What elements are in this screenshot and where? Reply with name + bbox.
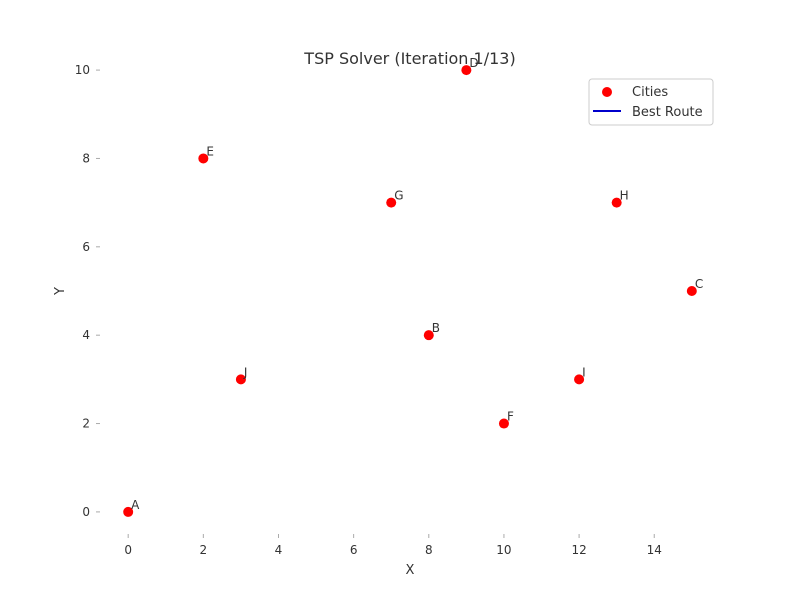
y-tick-label: 0	[82, 505, 90, 519]
city-point	[498, 418, 509, 429]
y-axis-label: Y	[53, 287, 68, 296]
city-points: A B C D E F G H I J	[123, 56, 703, 517]
city-point	[235, 374, 246, 385]
city-label: F	[507, 410, 514, 424]
legend-cities-label: Cities	[632, 85, 668, 100]
axis-ticks: 0 2 4 6 8 10 12 14 0 2 4 6 8 10	[75, 63, 662, 557]
y-tick-label: 8	[82, 151, 90, 165]
city-point	[574, 374, 585, 385]
x-tick-label: 4	[275, 543, 283, 557]
x-tick-label: 2	[200, 543, 208, 557]
y-tick-label: 2	[82, 417, 90, 431]
city-point	[423, 330, 434, 341]
city-point	[686, 286, 697, 296]
city-label: I	[582, 365, 586, 379]
x-axis-label: X	[406, 563, 415, 578]
chart-title: TSP Solver (Iteration 1/13)	[303, 49, 515, 68]
legend: Cities Best Route	[588, 78, 714, 126]
legend-cities-marker	[602, 87, 612, 97]
city-label: C	[695, 277, 703, 291]
city-point	[611, 197, 622, 208]
y-tick-label: 4	[82, 328, 90, 342]
city-label: J	[243, 365, 248, 379]
x-tick-label: 14	[647, 543, 662, 557]
city-label: D	[469, 56, 478, 70]
legend-box	[588, 78, 714, 126]
x-tick-label: 0	[124, 543, 132, 557]
y-tick-label: 10	[75, 63, 90, 77]
city-label: H	[620, 189, 629, 203]
city-point	[386, 197, 397, 208]
x-tick-label: 8	[425, 543, 433, 557]
legend-route-label: Best Route	[632, 105, 703, 120]
x-tick-label: 12	[571, 543, 586, 557]
y-tick-label: 6	[82, 240, 90, 254]
x-tick-label: 10	[496, 543, 511, 557]
city-label: A	[131, 498, 140, 512]
city-label: G	[394, 189, 403, 203]
city-label: B	[432, 321, 440, 335]
city-point	[198, 153, 209, 164]
city-label: E	[206, 144, 214, 158]
city-point	[461, 65, 472, 76]
x-tick-label: 6	[350, 543, 358, 557]
city-point	[123, 506, 134, 517]
